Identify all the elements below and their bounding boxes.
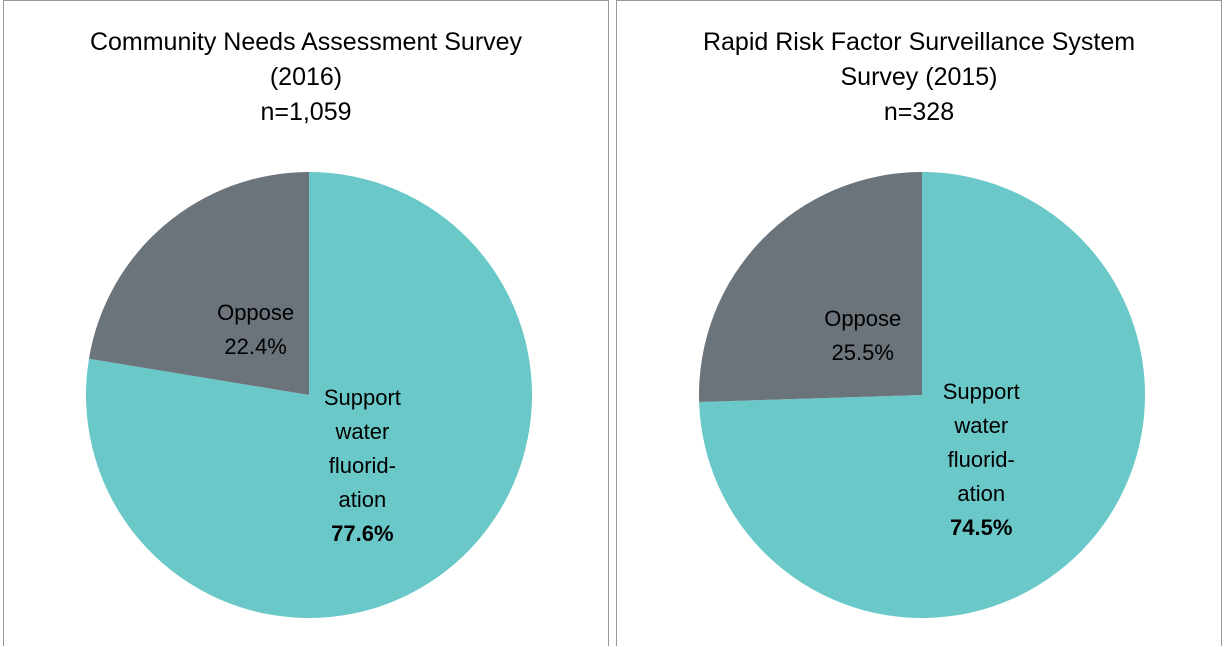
chart-subtitle: n=1,059 xyxy=(260,98,352,126)
pie-slice xyxy=(88,172,310,395)
slice-value: 25.5% xyxy=(831,339,894,365)
chart-title: Rapid Risk Factor Surveillance System Su… xyxy=(702,28,1136,91)
slice-value: 22.4% xyxy=(224,334,287,360)
chart-title: Community Needs Assessment Survey (2016) xyxy=(89,28,523,91)
chart-title-block: Rapid Risk Factor Surveillance System Su… xyxy=(617,25,1221,130)
pie-slice xyxy=(699,172,922,403)
pie-slice xyxy=(699,172,1145,618)
pie-chart xyxy=(699,172,1145,618)
slice-category: Support water fluorid-ation xyxy=(323,384,401,512)
slice-category: Oppose xyxy=(824,305,902,331)
slice-label: Support water fluorid-ation 77.6% xyxy=(307,381,417,551)
chart-cell: Community Needs Assessment Survey (2016)… xyxy=(3,0,609,646)
chart-cell: Rapid Risk Factor Surveillance System Su… xyxy=(616,0,1222,646)
slice-label: Oppose 22.4% xyxy=(201,296,311,364)
slice-label: Support water fluorid-ation 74.5% xyxy=(926,375,1036,545)
slice-category: Support water fluorid-ation xyxy=(942,379,1020,507)
slice-value: 77.6% xyxy=(331,520,394,546)
chart-subtitle: n=328 xyxy=(883,98,955,126)
slice-value: 74.5% xyxy=(950,515,1013,541)
slice-label: Oppose 25.5% xyxy=(808,302,918,370)
pie-chart xyxy=(86,172,532,618)
slice-category: Oppose xyxy=(217,300,295,326)
chart-title-block: Community Needs Assessment Survey (2016)… xyxy=(4,25,608,130)
